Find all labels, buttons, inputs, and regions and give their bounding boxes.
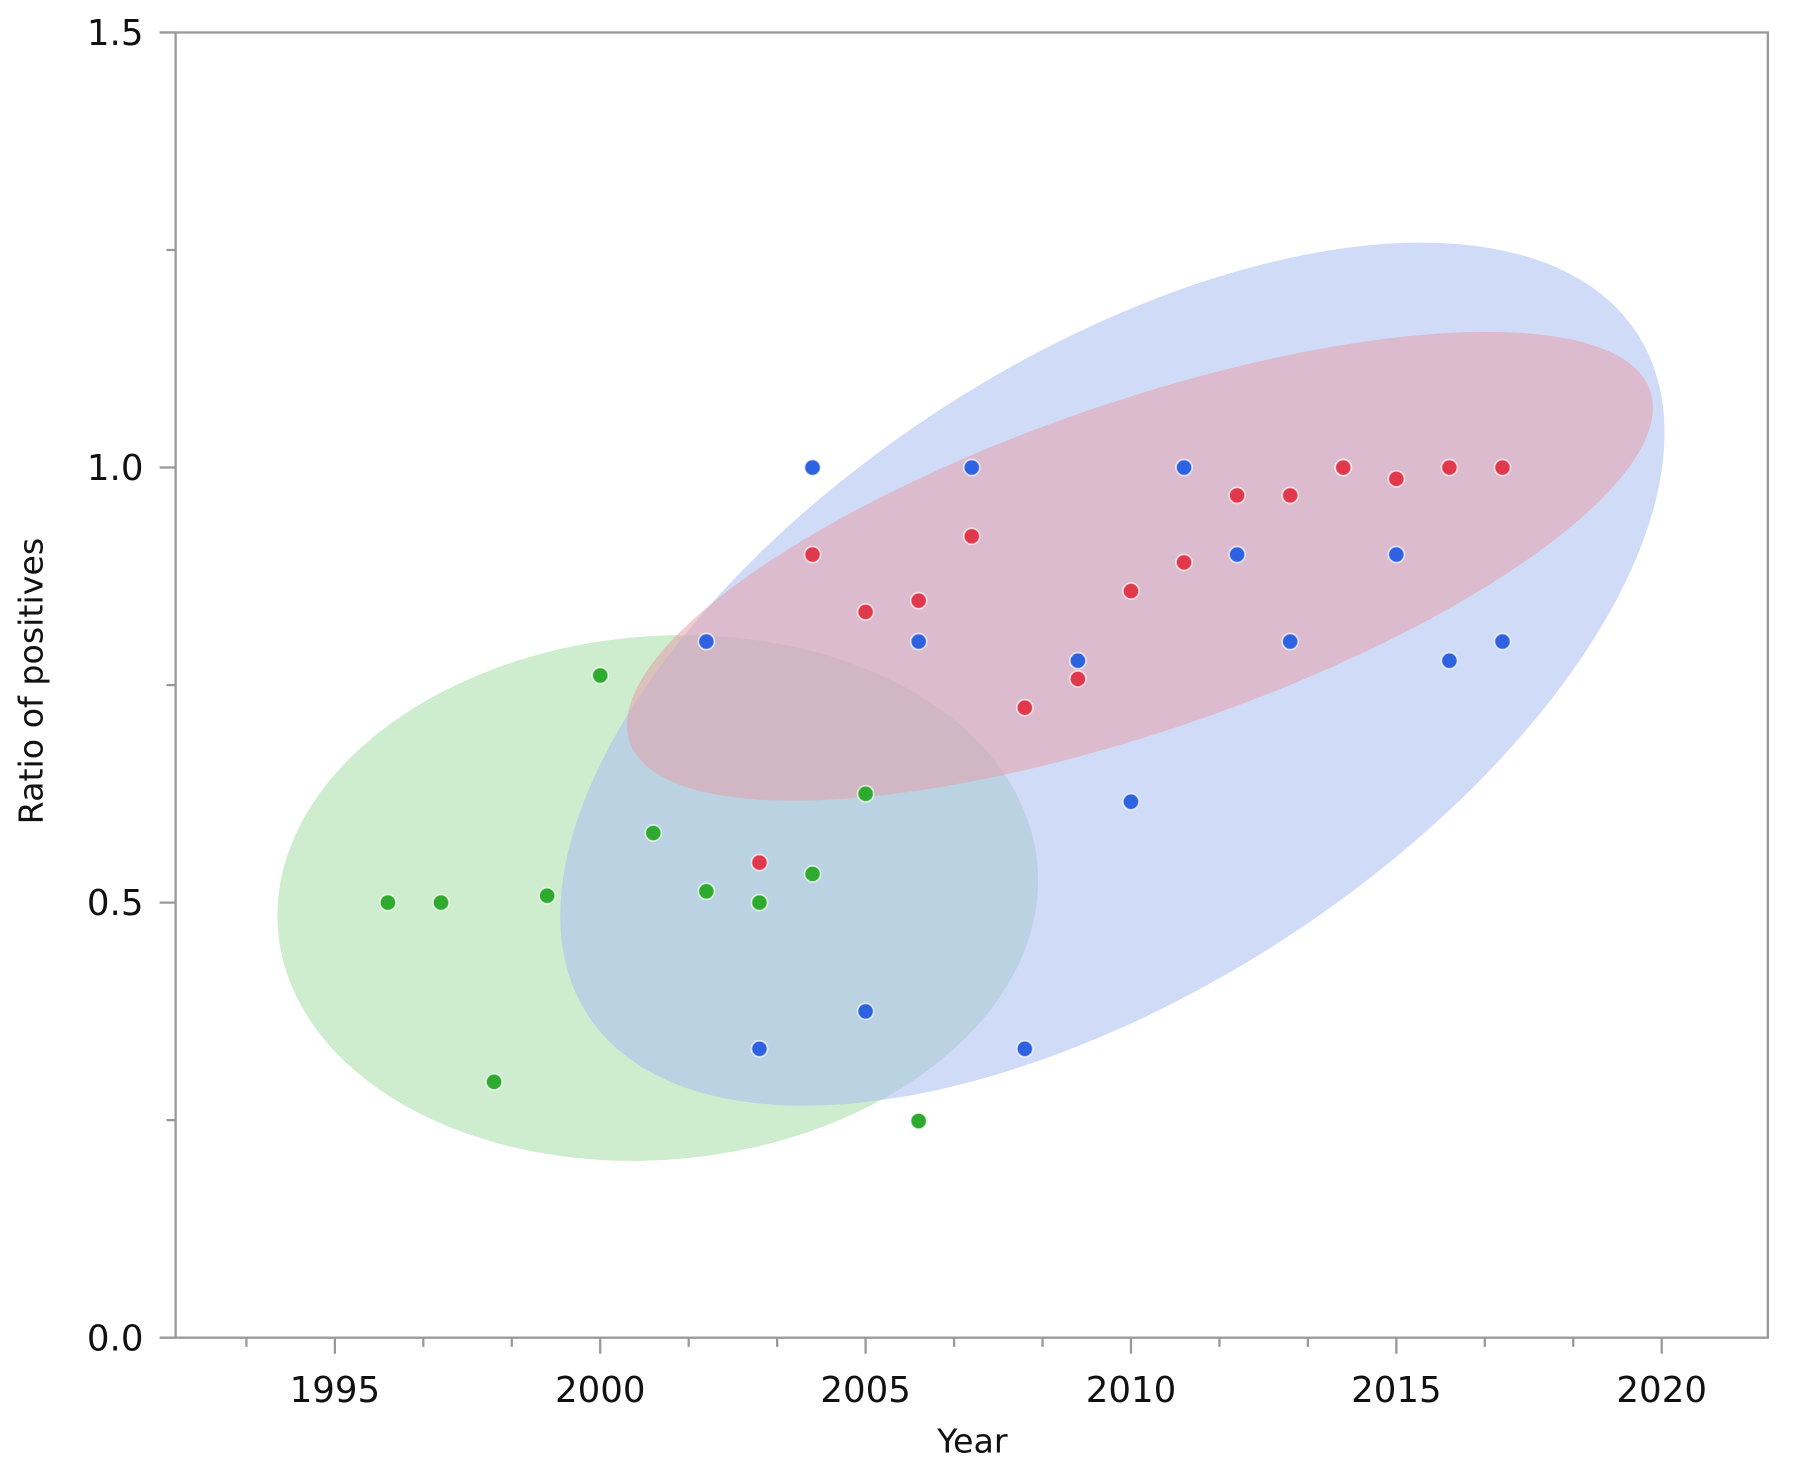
point-green (485, 1072, 503, 1091)
point-blue (697, 632, 716, 651)
y-tick-label: 0.5 (87, 883, 144, 924)
point-blue (1175, 458, 1193, 477)
point-red (1334, 458, 1353, 477)
point-red (856, 603, 875, 621)
point-blue (856, 1002, 875, 1021)
point-green (856, 784, 875, 803)
point-red (909, 591, 928, 610)
point-blue (803, 458, 822, 477)
point-red (1068, 670, 1087, 688)
point-blue (750, 1039, 769, 1058)
point-red (803, 545, 822, 564)
point-red (1228, 486, 1247, 505)
point-red (1281, 486, 1300, 505)
point-green (644, 824, 663, 842)
density-ellipses (277, 242, 1665, 1161)
point-red (1175, 553, 1193, 572)
point-green (591, 666, 610, 685)
point-blue (1387, 545, 1406, 564)
point-green (379, 893, 397, 912)
point-blue (1122, 792, 1140, 811)
point-red (1015, 698, 1034, 717)
y-axis-title: Ratio of positives (11, 538, 50, 825)
x-tick-label: 2005 (820, 1370, 911, 1411)
x-axis-title: Year (936, 1421, 1008, 1460)
point-red (1387, 469, 1406, 488)
x-tick-label: 2015 (1351, 1370, 1442, 1411)
y-tick-label: 1.5 (87, 13, 144, 54)
x-tick-label: 1995 (290, 1370, 381, 1411)
y-tick-label: 0.0 (87, 1318, 144, 1359)
point-red (1122, 582, 1140, 600)
point-red (962, 527, 981, 546)
point-red (750, 853, 769, 872)
x-tick-label: 2000 (555, 1370, 646, 1411)
point-green (750, 893, 769, 912)
x-tick-label: 2010 (1086, 1370, 1177, 1411)
y-tick-label: 1.0 (87, 448, 144, 489)
point-blue (1440, 651, 1459, 670)
axes: 1995 2000 2005 2010 2015 2020 0.0 0.5 1.0 1.5 (87, 13, 1770, 1411)
point-blue (1493, 632, 1512, 651)
data-points (379, 458, 1512, 1130)
point-green (432, 893, 450, 912)
density-ellipse-red (626, 331, 1653, 801)
point-blue (1228, 545, 1247, 564)
point-blue (1281, 632, 1300, 651)
point-green (538, 886, 557, 905)
point-blue (909, 632, 928, 651)
point-green (909, 1112, 928, 1130)
point-green (697, 882, 716, 901)
point-red (1440, 458, 1459, 477)
point-blue (1015, 1039, 1034, 1058)
point-green (803, 864, 822, 883)
x-tick-label: 2020 (1616, 1370, 1707, 1411)
point-red (1493, 458, 1512, 477)
point-blue (1068, 651, 1087, 670)
point-blue (962, 458, 981, 477)
